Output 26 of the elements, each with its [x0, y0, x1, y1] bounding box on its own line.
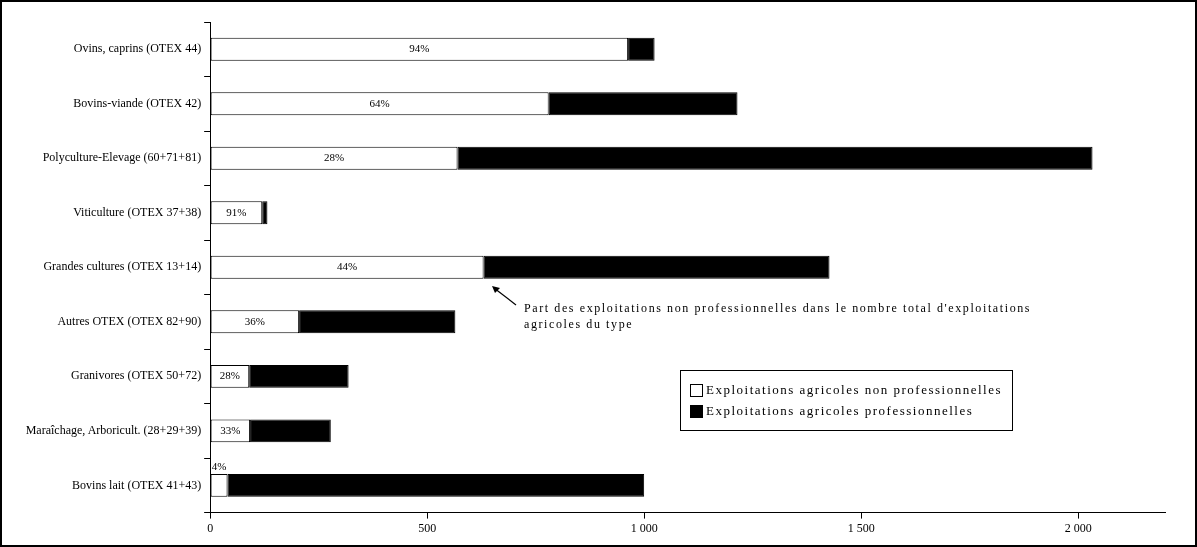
legend-label: Exploitations agricoles professionnelles — [706, 403, 974, 419]
x-tick-label: 2 000 — [1064, 520, 1092, 535]
y-tick-label: Maraîchage, Arboricult. (28+29+39) — [25, 422, 202, 437]
y-tick-label: Polyculture-Elevage (60+71+81) — [42, 150, 202, 165]
annotation: 33% — [220, 423, 241, 436]
annotation: 91% — [226, 205, 247, 218]
x-tick-label: 1 000 — [630, 520, 658, 535]
y-tick-label: Granivores (OTEX 50+72) — [71, 368, 202, 383]
y-tick-label: Viticulture (OTEX 37+38) — [73, 204, 202, 219]
y-tick-label: Bovins-viande (OTEX 42) — [73, 95, 202, 110]
x-tick-label: 1 500 — [847, 520, 875, 535]
x-tick-label: 0 — [207, 520, 214, 535]
annotation: 64% — [369, 96, 390, 109]
text: Exploitations agricoles non professionnelles — [706, 382, 1002, 398]
y-tick-label: Autres OTEX (OTEX 82+90) — [57, 313, 202, 328]
annotation: 44% — [337, 260, 358, 273]
annotation: 28% — [219, 369, 241, 382]
x-tick-label: 500 — [418, 520, 437, 535]
annotation: 4% — [211, 459, 227, 472]
annotation: 36% — [244, 314, 265, 327]
y-tick-label: Grandes cultures (OTEX 13+14) — [43, 259, 202, 274]
annotation: 94% — [409, 42, 430, 55]
annotation: Part des exploitations non professionnelles dans le nombre total d'exploitations agricoles du type — [524, 300, 1033, 332]
annotation: 28% — [324, 151, 345, 164]
y-tick-label: Bovins lait (OTEX 41+43) — [72, 477, 202, 492]
y-tick-label: Ovins, caprins (OTEX 44) — [73, 41, 202, 56]
